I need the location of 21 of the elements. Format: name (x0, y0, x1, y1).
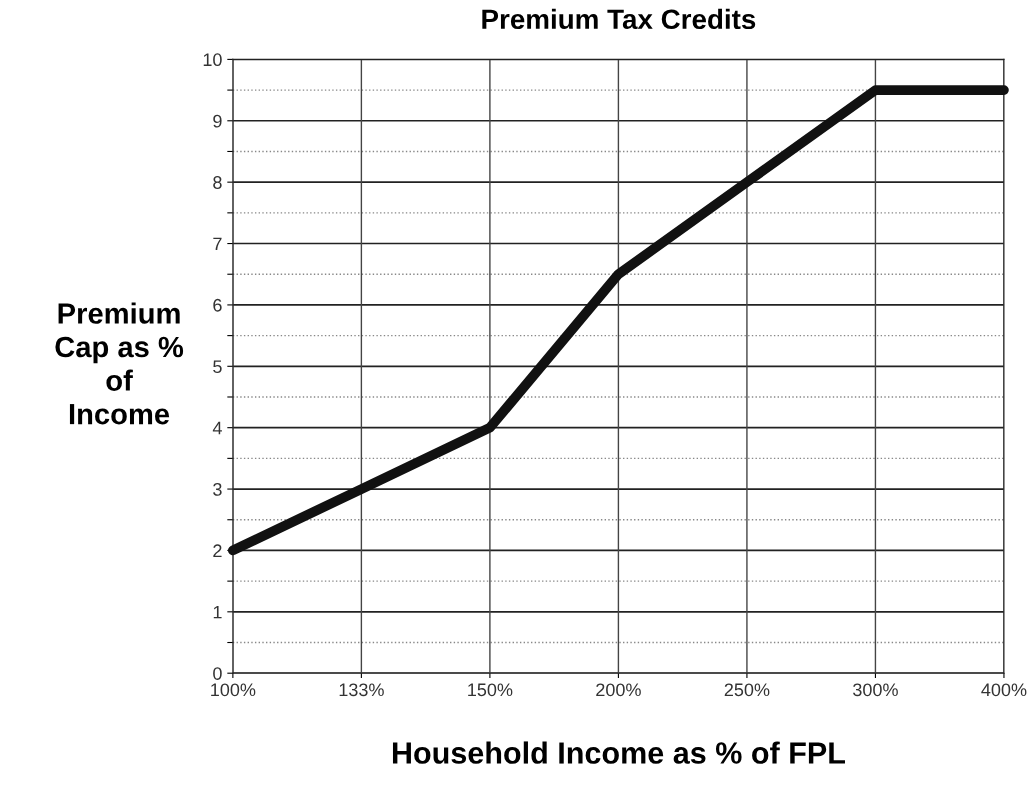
x-tick-label: 100% (211, 683, 256, 697)
y-tick-label: 8 (213, 176, 222, 189)
x-tick-label: 250% (724, 683, 770, 697)
x-tick-label: 300% (853, 683, 898, 697)
y-tick-label: 4 (212, 421, 222, 435)
y-tick-label: 0 (213, 667, 222, 680)
chart-title: Premium Tax Credits (482, 8, 756, 30)
y-tick-label: 9 (213, 114, 222, 128)
x-tick-label: 133% (339, 683, 384, 697)
x-tick-label: 400% (981, 683, 1027, 697)
x-tick-label: 150% (468, 683, 513, 697)
y-tick-label: 6 (213, 298, 222, 312)
y-tick-label: 10 (203, 53, 222, 67)
y-axis-title: Premium Cap as % of Income (55, 302, 184, 425)
y-tick-label: 7 (213, 237, 222, 251)
y-tick-label: 5 (213, 360, 222, 374)
x-tick-label: 200% (596, 683, 641, 697)
y-tick-label: 2 (213, 544, 222, 557)
x-axis-title: Household Income as % of FPL (392, 741, 845, 764)
y-tick-label: 1 (213, 605, 222, 619)
y-tick-label: 3 (213, 482, 222, 496)
